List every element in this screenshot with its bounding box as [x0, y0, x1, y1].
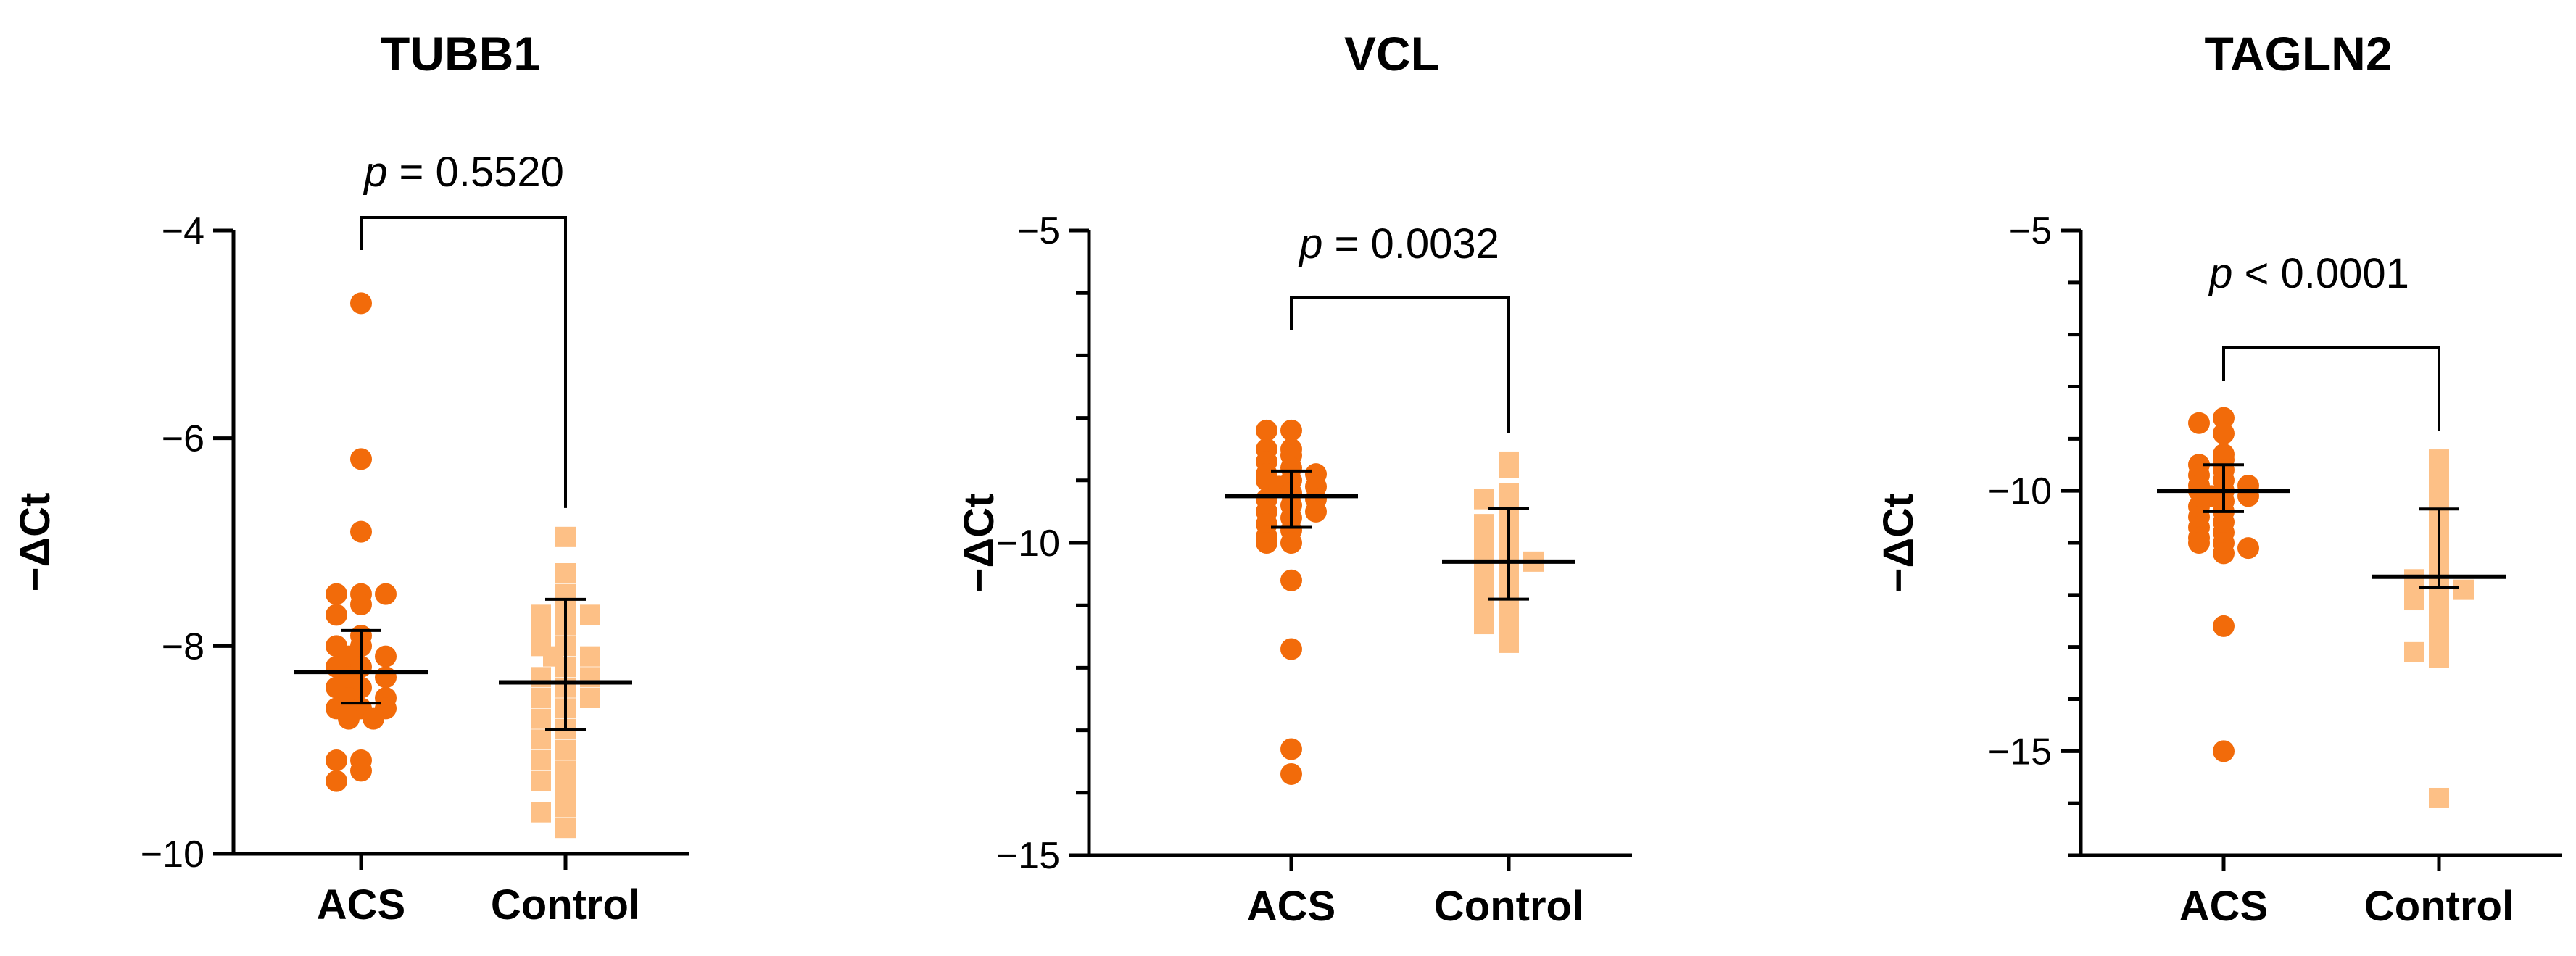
- control-point: [555, 797, 576, 818]
- acs-point: [326, 583, 347, 605]
- x-tick-label: Control: [1434, 883, 1583, 930]
- y-tick-label: −15: [1988, 731, 2052, 773]
- y-tick-label: −10: [141, 834, 204, 876]
- acs-point: [326, 604, 347, 626]
- control-point: [580, 688, 600, 708]
- control-point: [580, 604, 600, 625]
- control-point: [531, 604, 551, 625]
- control-point: [2429, 647, 2449, 668]
- control-point: [531, 708, 551, 729]
- x-tick-label: ACS: [1247, 883, 1335, 930]
- p-value-label: p = 0.0032: [1298, 220, 1499, 267]
- control-point: [555, 526, 576, 547]
- control-point: [555, 818, 576, 839]
- significance-bracket: [2222, 346, 2440, 431]
- p-symbol: p: [1298, 220, 1322, 267]
- chart-title: TAGLN2: [2204, 27, 2392, 80]
- significance-bracket: [1290, 296, 1510, 433]
- acs-point: [338, 707, 360, 730]
- control-point: [531, 729, 551, 750]
- acs-point: [1280, 638, 1302, 660]
- panel-vcl: VCL −ΔCt −5 −10 −15 ACS Control p = 0.0032: [956, 27, 1632, 930]
- y-tick-label: −5: [2009, 210, 2052, 252]
- p-symbol: p: [363, 149, 387, 196]
- panel-tagln2: TAGLN2 −ΔCt −5 −10 −15 ACS Control p < 0.0001: [1875, 27, 2562, 930]
- control-point: [1474, 614, 1494, 635]
- acs-point: [350, 292, 372, 315]
- y-tick-label: −8: [162, 625, 204, 668]
- y-tick-label: −10: [1988, 470, 2052, 512]
- control-point: [555, 760, 576, 781]
- acs-point: [2213, 542, 2235, 565]
- acs-point: [350, 520, 372, 543]
- y-tick-label: −4: [162, 210, 204, 252]
- y-tick-label: −10: [996, 523, 1060, 565]
- x-tick-label: ACS: [2179, 883, 2268, 930]
- acs-point: [1305, 500, 1327, 523]
- acs-point: [2213, 615, 2235, 637]
- control-point: [555, 739, 576, 760]
- acs-point: [2213, 407, 2235, 429]
- x-tick-label: Control: [491, 881, 640, 928]
- control-point: [580, 646, 600, 667]
- acs-point: [1256, 532, 1277, 554]
- y-tick-label: −15: [996, 835, 1060, 877]
- acs-point: [2213, 423, 2235, 445]
- acs-point: [363, 707, 384, 730]
- control-point: [2453, 579, 2474, 600]
- control-point: [531, 688, 551, 708]
- p-value: < 0.0001: [2232, 250, 2409, 297]
- control-point: [1499, 483, 1519, 504]
- control-point: [531, 802, 551, 823]
- acs-point: [375, 645, 397, 668]
- acs-point: [326, 770, 347, 792]
- acs-point: [1280, 532, 1302, 554]
- y-tick-label: −5: [1017, 210, 1060, 252]
- y-tick-label: −6: [162, 418, 204, 460]
- control-point: [2404, 641, 2424, 662]
- acs-point: [1280, 419, 1302, 441]
- control-point: [2404, 590, 2424, 611]
- acs-point: [375, 583, 397, 605]
- acs-point: [2237, 537, 2259, 560]
- acs-point: [350, 760, 372, 782]
- y-axis-label: −ΔCt: [12, 493, 59, 592]
- p-value-label: p < 0.0001: [2208, 250, 2409, 297]
- control-point: [531, 770, 551, 791]
- acs-point: [2188, 412, 2210, 434]
- panel-tubb1: TUBB1 −ΔCt −4 −6 −8 −10 ACS Control p = 0.5520: [12, 27, 689, 928]
- chart-title: TUBB1: [381, 27, 540, 80]
- control-point: [531, 750, 551, 770]
- acs-point: [350, 448, 372, 470]
- x-tick-label: ACS: [317, 881, 405, 928]
- p-symbol: p: [2208, 250, 2232, 297]
- control-point: [1499, 632, 1519, 653]
- y-axis-label: −ΔCt: [1875, 494, 1922, 593]
- acs-point: [1280, 762, 1302, 785]
- control-point: [1499, 457, 1519, 478]
- acs-point: [375, 666, 397, 689]
- acs-point: [2237, 485, 2259, 507]
- significance-bracket: [360, 216, 567, 508]
- p-value-label: p = 0.5520: [363, 149, 564, 196]
- acs-point: [1256, 419, 1277, 441]
- control-point: [1474, 489, 1494, 510]
- p-value: = 0.0032: [1322, 220, 1499, 267]
- acs-point: [326, 749, 347, 771]
- p-value: = 0.5520: [387, 149, 564, 196]
- acs-point: [350, 594, 372, 615]
- acs-point: [2213, 740, 2235, 762]
- acs-point: [1280, 569, 1302, 591]
- acs-point: [1280, 738, 1302, 760]
- chart-title: VCL: [1344, 27, 1440, 80]
- control-point: [1499, 607, 1519, 628]
- y-axis-label: −ΔCt: [956, 494, 1003, 593]
- control-point: [2429, 787, 2449, 808]
- x-tick-label: Control: [2364, 883, 2514, 930]
- control-point: [555, 563, 576, 583]
- acs-point: [2188, 532, 2210, 554]
